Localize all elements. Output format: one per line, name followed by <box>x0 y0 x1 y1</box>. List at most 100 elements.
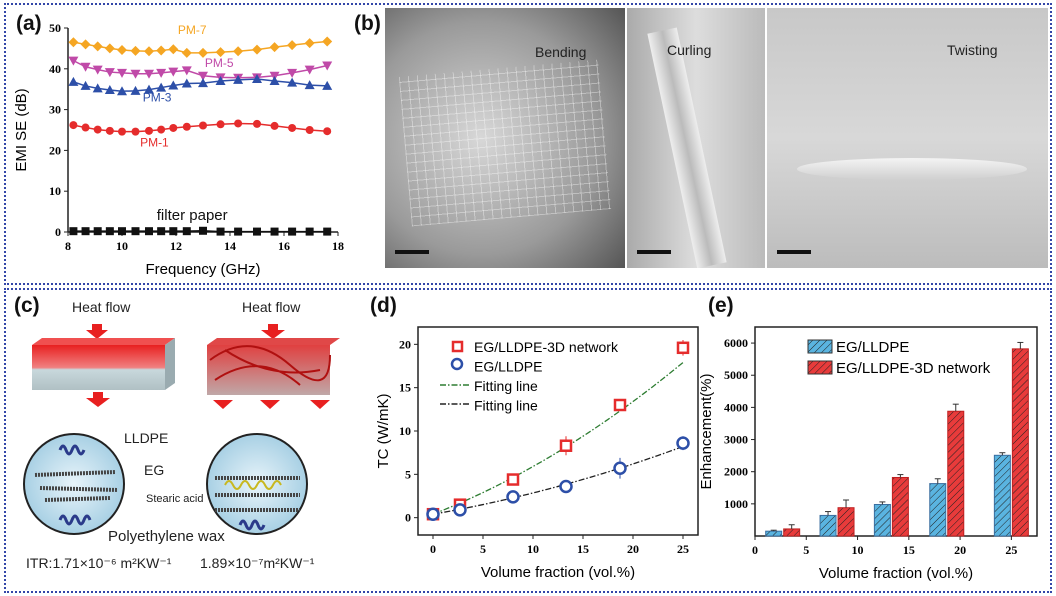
x-tick-label: 15 <box>577 542 589 556</box>
bar <box>783 528 801 537</box>
heat-flow-label-left: Heat flow <box>72 299 131 315</box>
data-point <box>68 37 79 48</box>
data-point <box>117 68 127 78</box>
data-point <box>69 227 78 236</box>
data-point <box>305 227 314 236</box>
data-point <box>117 86 127 96</box>
x-tick-label: 25 <box>1005 543 1017 557</box>
y-tick-label: 5 <box>405 467 411 481</box>
y-tick-label: 15 <box>399 381 411 395</box>
data-point <box>130 85 141 95</box>
data-point <box>234 227 243 236</box>
data-point <box>93 227 102 236</box>
bar <box>947 410 965 537</box>
data-point <box>304 38 315 49</box>
data-point <box>234 119 243 128</box>
heat-arrow-icon <box>86 392 110 407</box>
data-point <box>253 119 261 128</box>
bending-label: Bending <box>535 44 587 60</box>
eg-label: EG <box>144 462 165 478</box>
data-point <box>215 47 226 58</box>
data-point <box>215 76 226 86</box>
data-point <box>169 123 178 132</box>
y-tick-label: 5000 <box>724 368 748 382</box>
data-point <box>199 121 207 130</box>
data-point <box>270 121 279 130</box>
data-point <box>130 45 141 56</box>
photo-bending: Bending <box>385 8 625 268</box>
series-label: filter paper <box>157 207 228 224</box>
x-tick-label: 12 <box>170 239 182 253</box>
data-point <box>118 227 126 236</box>
data-point <box>156 82 167 92</box>
data-point <box>613 461 627 476</box>
panel-label-e: (e) <box>708 294 734 317</box>
x-tick-label: 10 <box>527 542 539 556</box>
legend-label: EG/LLDPE-3D network <box>836 360 991 377</box>
data-point <box>69 121 78 130</box>
data-point <box>198 71 208 81</box>
heat-arrow-icon <box>261 324 285 339</box>
x-tick-label: 20 <box>954 543 966 557</box>
y-axis-label: TC (W/mK) <box>375 394 392 469</box>
data-point <box>233 46 244 57</box>
panel-label-d: (d) <box>370 294 397 317</box>
data-point <box>80 80 91 90</box>
y-tick-label: 40 <box>49 62 61 76</box>
curling-label: Curling <box>667 42 712 58</box>
data-point <box>131 227 140 236</box>
heat-flow-schematic <box>23 324 340 535</box>
data-point <box>144 69 154 79</box>
bar <box>993 454 1011 537</box>
y-tick-label: 50 <box>49 21 61 35</box>
panel-label-c: (c) <box>14 294 40 317</box>
data-point <box>144 46 154 57</box>
data-point <box>506 490 520 504</box>
data-point <box>288 227 297 236</box>
data-point <box>118 127 126 136</box>
series-label: PM-7 <box>178 23 207 37</box>
data-point <box>559 439 573 452</box>
x-tick-label: 10 <box>852 543 864 557</box>
x-tick-label: 20 <box>627 542 639 556</box>
data-point <box>182 227 191 236</box>
bottom-panel-frame <box>4 288 1052 593</box>
data-point <box>145 227 153 236</box>
data-point <box>270 227 279 236</box>
heat-arrow-icon <box>86 324 108 339</box>
data-point <box>323 227 332 236</box>
y-axis-label: EMI SE (dB) <box>13 88 30 171</box>
scale-bar <box>637 250 671 254</box>
fitting-line <box>432 362 684 515</box>
y-tick-label: 1000 <box>724 497 748 511</box>
data-point <box>252 74 262 83</box>
data-point <box>323 127 332 136</box>
data-point <box>145 126 153 135</box>
twisting-label: Twisting <box>947 42 998 58</box>
legend-label: Fitting line <box>474 378 538 394</box>
data-point <box>104 68 115 78</box>
data-point <box>105 227 114 236</box>
heat-arrow-icon <box>213 400 330 409</box>
data-point <box>269 76 280 86</box>
y-tick-label: 2000 <box>724 465 748 479</box>
data-point <box>144 84 154 94</box>
x-tick-label: 5 <box>480 542 486 556</box>
data-point <box>322 36 333 47</box>
data-point <box>68 76 79 86</box>
data-point <box>181 66 192 76</box>
x-tick-label: 5 <box>803 543 809 557</box>
data-point <box>287 68 298 78</box>
y-tick-label: 30 <box>49 103 61 117</box>
series-label: PM-3 <box>143 90 172 104</box>
x-tick-label: 18 <box>332 239 344 253</box>
x-tick-label: 14 <box>224 239 236 253</box>
data-point <box>613 398 627 412</box>
y-tick-label: 4000 <box>724 400 748 414</box>
scale-bar <box>395 250 429 254</box>
legend-swatch <box>807 360 833 375</box>
data-point <box>81 227 90 236</box>
data-point <box>287 40 298 51</box>
itr-left: ITR:1.71×10⁻⁶ m²KW⁻¹ <box>26 555 172 571</box>
data-point <box>169 227 178 236</box>
